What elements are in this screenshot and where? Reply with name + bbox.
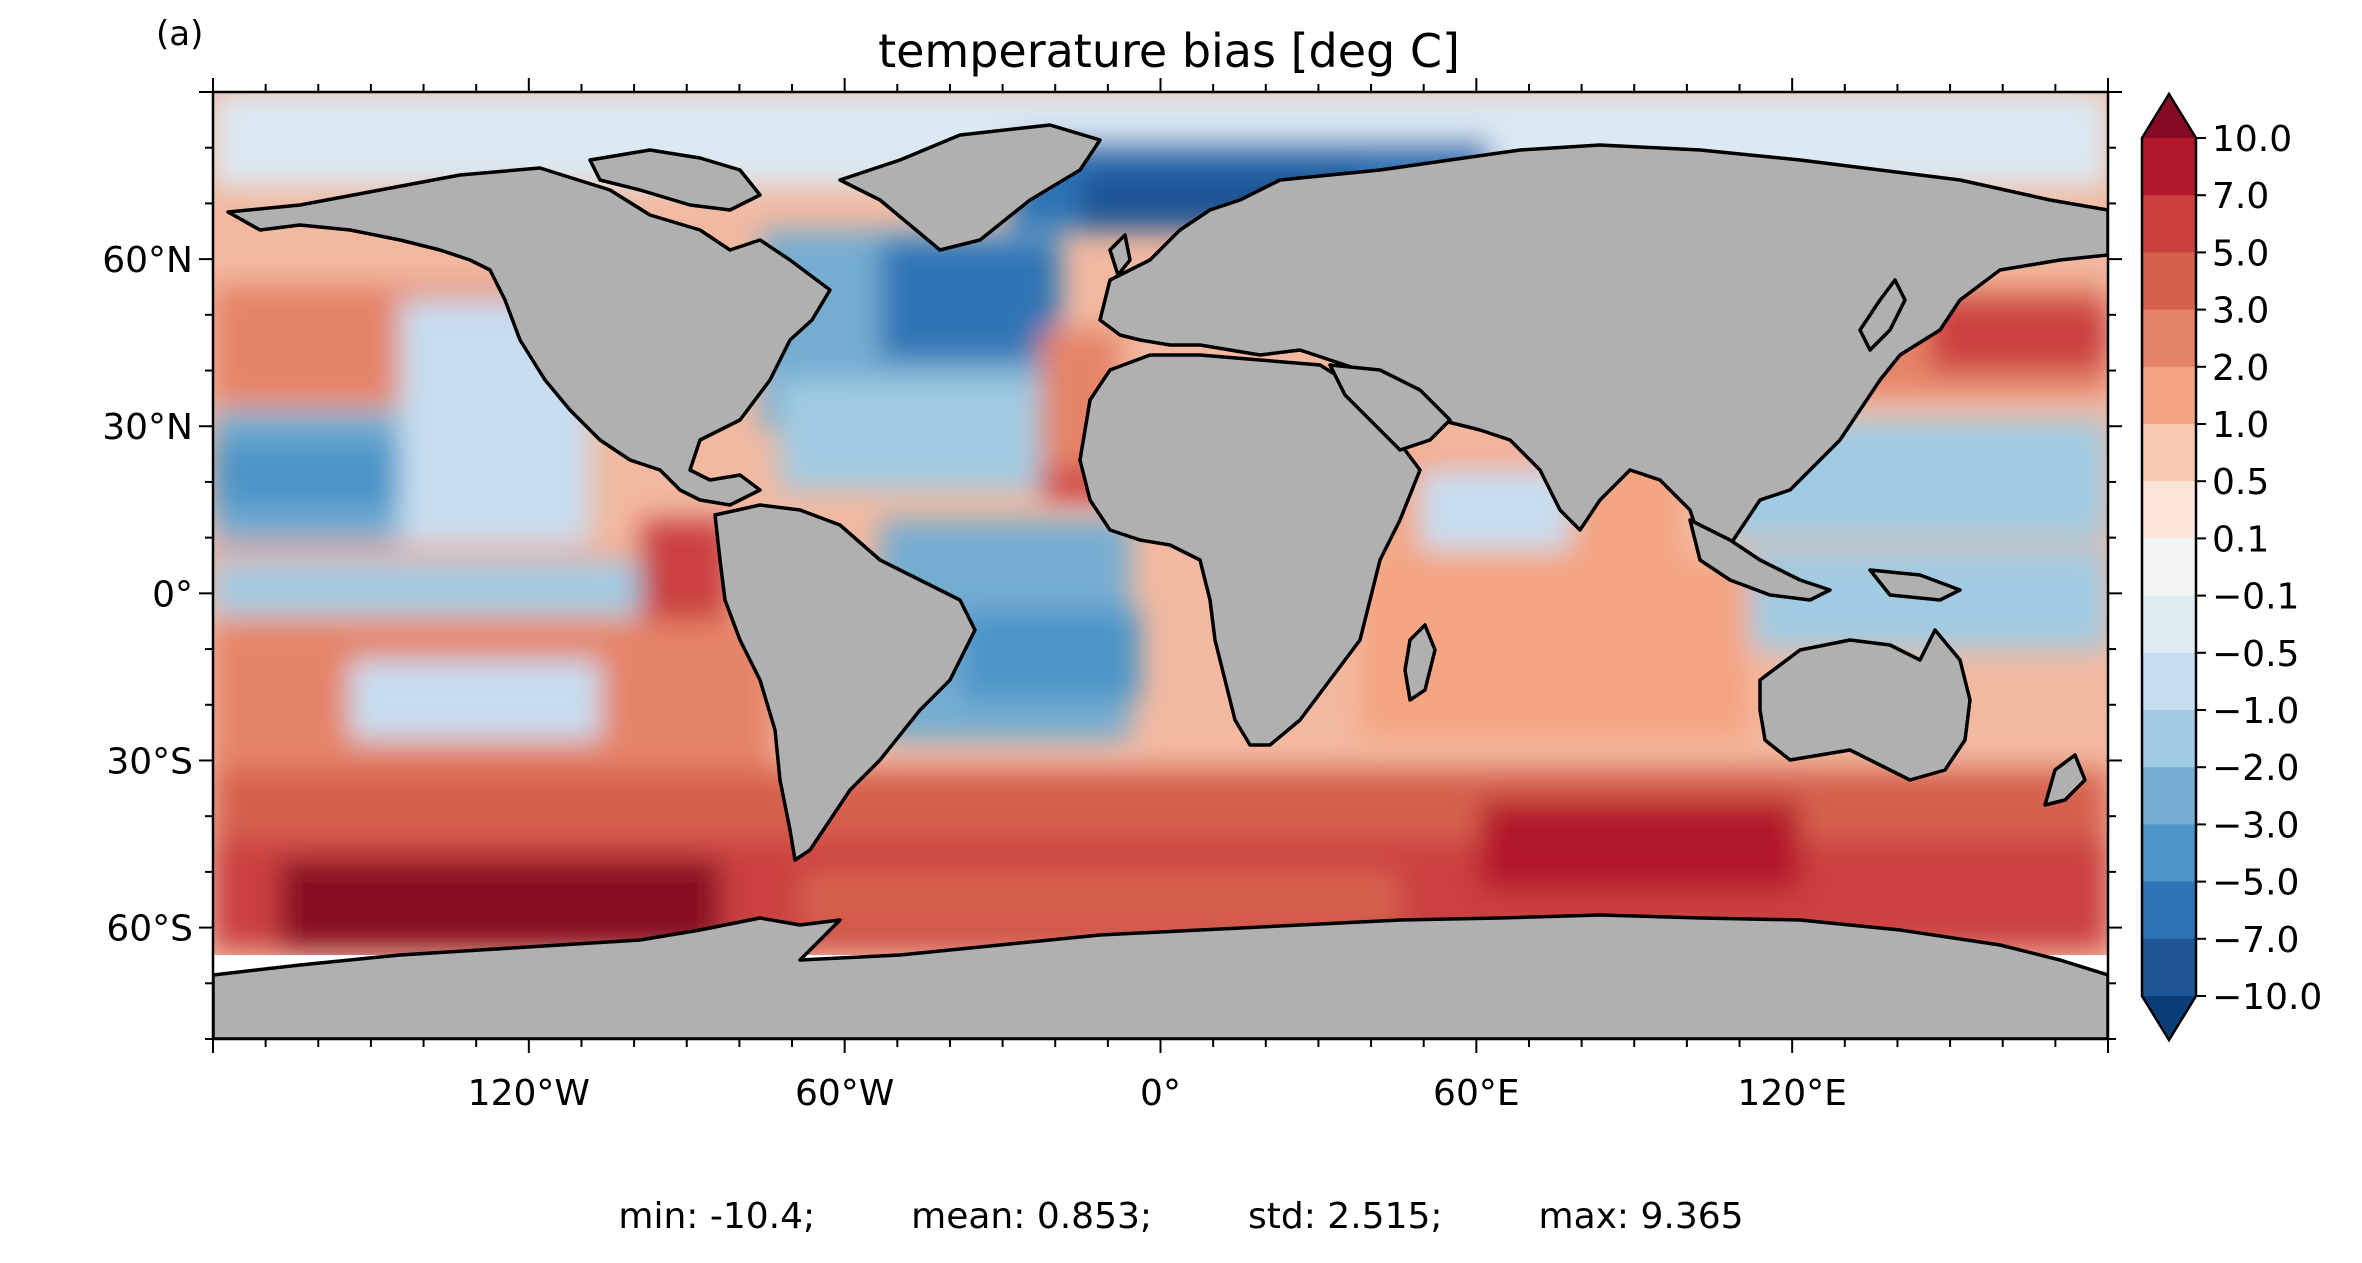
uk <box>1108 233 1132 277</box>
africa <box>1078 353 1422 747</box>
new-guinea <box>1868 568 1962 602</box>
x-tick-label: 120°E <box>1737 1073 1846 1114</box>
panel-label: (a) <box>156 14 204 54</box>
colorbar-tick-label: 1.0 <box>2212 405 2269 446</box>
colorbar-bin <box>2142 481 2196 539</box>
stat-std: std: 2.515; <box>1248 1196 1443 1237</box>
y-tick-label: 60°S <box>106 909 193 950</box>
colorbar-tick-label: 5.0 <box>2212 233 2269 274</box>
colorbar-bin <box>2142 595 2196 654</box>
colorbar-bin <box>2142 252 2196 311</box>
y-tick-label: 30°S <box>106 741 193 782</box>
north-america <box>226 166 832 507</box>
indonesia <box>1688 518 1832 602</box>
colorbar-bin <box>2142 767 2196 825</box>
land-masses <box>213 123 2108 1039</box>
colorbar-tick-label: 0.5 <box>2212 462 2269 503</box>
x-tick-label: 0° <box>1140 1073 1181 1114</box>
arabia <box>1328 363 1452 452</box>
colorbar-bin <box>2142 424 2196 482</box>
colorbar-tick-label: 2.0 <box>2212 348 2269 389</box>
colorbar-bin <box>2142 309 2196 368</box>
colorbar-extend-min <box>2142 996 2196 1040</box>
y-tick-label: 30°N <box>102 407 193 448</box>
colorbar-bin <box>2142 824 2196 883</box>
colorbar-tick-label: 7.0 <box>2212 176 2269 217</box>
colorbar-bin <box>2142 138 2196 196</box>
antarctica <box>213 913 2108 1039</box>
south-america <box>713 503 977 862</box>
colorbar-bin <box>2142 366 2196 425</box>
colorbar-bin <box>2142 881 2196 940</box>
colorbar-tick-label: −0.5 <box>2212 634 2299 675</box>
y-tick-label: 0° <box>152 574 193 615</box>
map-ticks: 120°W 60°W 0° 60°E 120°E 60°N 30°N 0° 30°S 60°S <box>102 78 2122 1114</box>
new-zealand <box>2043 753 2087 807</box>
colorbar-tick-label: −5.0 <box>2212 863 2299 904</box>
colorbar-tick-label: −7.0 <box>2212 920 2299 961</box>
colorbar-tick-label: −0.1 <box>2212 577 2299 618</box>
colorbar-tick-label: −10.0 <box>2212 977 2322 1018</box>
canadian-archipelago <box>588 148 762 212</box>
japan <box>1858 278 1907 352</box>
madagascar <box>1403 623 1437 702</box>
colorbar-extend-max <box>2142 94 2196 138</box>
colorbar: 10.0 7.0 5.0 3.0 2.0 1.0 0.5 0.1 −0.1 −0.5 −1.0 −2.… <box>2140 91 2322 1043</box>
stat-max: max: 9.365 <box>1538 1196 1744 1237</box>
colorbar-bin <box>2142 710 2196 768</box>
australia <box>1758 628 1972 782</box>
y-tick-label: 60°N <box>102 240 193 281</box>
greenland <box>838 123 1102 252</box>
x-tick-label: 60°W <box>795 1073 894 1114</box>
colorbar-bin <box>2142 538 2196 597</box>
colorbar-tick-label: −1.0 <box>2212 691 2299 732</box>
map-area <box>213 92 2108 1039</box>
colorbar-tick-label: 3.0 <box>2212 291 2269 332</box>
colorbar-tick-label: 0.1 <box>2212 519 2269 560</box>
colorbar-bin <box>2142 195 2196 253</box>
x-tick-label: 60°E <box>1433 1073 1520 1114</box>
stat-mean: mean: 0.853; <box>911 1196 1153 1237</box>
summary-statistics: min: -10.4; mean: 0.853; std: 2.515; max… <box>0 1196 2362 1237</box>
stat-min: min: -10.4; <box>618 1196 816 1237</box>
map-title: temperature bias [deg C] <box>878 24 1460 78</box>
colorbar-bin <box>2142 652 2196 711</box>
colorbar-tick-label: 10.0 <box>2212 119 2292 160</box>
colorbar-bin <box>2142 938 2196 997</box>
x-tick-label: 120°W <box>468 1073 590 1114</box>
colorbar-tick-label: −3.0 <box>2212 805 2299 846</box>
colorbar-tick-label: −2.0 <box>2212 748 2299 789</box>
